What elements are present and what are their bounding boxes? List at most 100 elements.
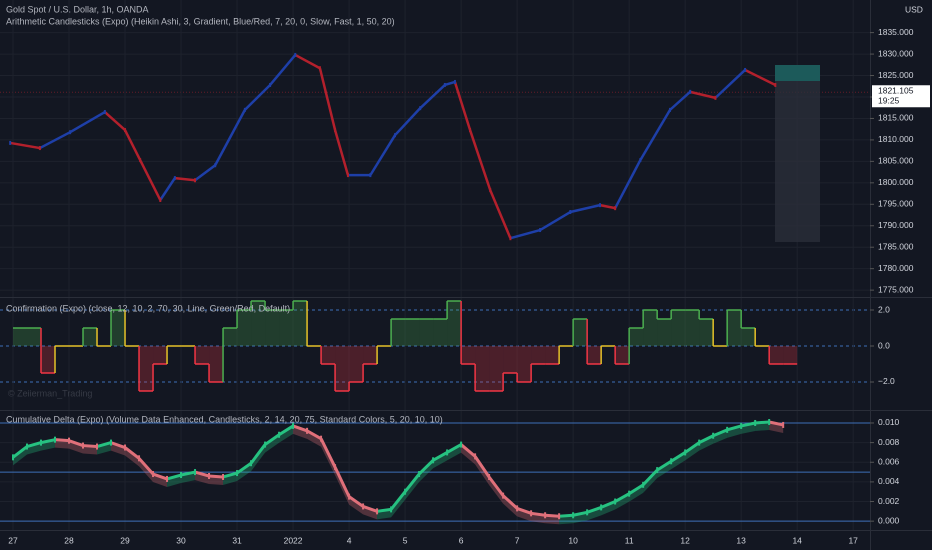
delta-band <box>265 434 280 453</box>
delta-candle <box>698 439 701 446</box>
delta-candle <box>264 441 267 448</box>
delta-band <box>629 484 644 502</box>
x-tick-label: 2022 <box>284 535 303 545</box>
delta-candle <box>124 444 127 451</box>
delta-segment <box>264 433 280 446</box>
delta-candle <box>740 422 743 429</box>
delta-segment <box>600 500 616 509</box>
delta-segment <box>110 441 126 449</box>
delta-band <box>713 429 728 444</box>
price-segment <box>444 80 456 87</box>
delta-segment <box>319 438 337 468</box>
delta-segment <box>208 474 224 479</box>
price-segment <box>570 203 601 214</box>
candle <box>9 140 12 145</box>
delta-candle <box>404 488 407 495</box>
delta-candle <box>306 427 309 434</box>
delta-segment <box>68 439 84 447</box>
candle <box>346 173 349 178</box>
delta-segment <box>348 495 364 508</box>
y-tick-label: 0.004 <box>878 476 900 486</box>
price-segment <box>669 90 692 111</box>
price-segment <box>104 111 126 131</box>
candle <box>569 210 572 215</box>
y-tick-label: 1810.000 <box>878 134 914 144</box>
delta-band <box>111 442 126 456</box>
delta-segment <box>572 510 588 517</box>
step-fill <box>643 310 658 346</box>
price-segment <box>139 159 162 201</box>
delta-candle <box>40 439 43 446</box>
delta-candle <box>418 471 421 478</box>
candle <box>599 203 602 208</box>
delta-segment <box>12 445 28 459</box>
candle <box>318 66 321 71</box>
delta-candle <box>362 503 365 510</box>
price-segment <box>214 109 246 166</box>
delta-candle <box>572 512 575 519</box>
candle <box>453 79 456 84</box>
step-fill <box>405 319 420 346</box>
step-fill <box>531 346 546 364</box>
delta-segment <box>236 462 252 475</box>
price-segment <box>714 69 746 99</box>
candle <box>38 146 41 151</box>
step-fill <box>251 301 266 346</box>
candle <box>614 206 617 211</box>
delta-band <box>699 435 714 451</box>
step-fill <box>391 319 406 346</box>
delta-candle <box>11 454 14 461</box>
delta-segment <box>473 455 491 478</box>
x-tick-label: 12 <box>680 535 690 545</box>
delta-segment <box>278 424 294 437</box>
delta-candle <box>530 510 533 517</box>
price-segment <box>744 68 776 87</box>
delta-band <box>461 444 476 465</box>
delta-segment <box>460 443 477 458</box>
delta-band <box>307 430 322 447</box>
delta-segment <box>194 470 210 478</box>
delta-candle <box>82 442 85 449</box>
step-fill <box>657 319 672 346</box>
delta-segment <box>446 443 462 454</box>
candle <box>173 176 176 181</box>
candle <box>159 198 162 203</box>
delta-band <box>125 447 140 467</box>
x-tick-label: 31 <box>232 535 242 545</box>
step-fill <box>727 310 742 346</box>
step-fill <box>335 346 350 391</box>
delta-candle <box>334 464 337 471</box>
delta-candle <box>432 457 435 464</box>
delta-band <box>447 444 462 461</box>
delta-segment <box>768 420 784 427</box>
step-fill <box>363 346 378 364</box>
step-fill <box>461 346 476 364</box>
step-fill <box>265 310 280 346</box>
step-fill <box>293 301 308 346</box>
delta-segment <box>389 490 407 511</box>
delta-segment <box>292 424 308 433</box>
y-tick-label: 1805.000 <box>878 156 914 166</box>
delta-candle <box>166 475 169 482</box>
delta-candle <box>96 443 99 450</box>
candle <box>124 128 127 133</box>
delta-segment <box>166 473 182 481</box>
delta-band <box>657 461 672 479</box>
delta-segment <box>362 505 378 513</box>
price-segment <box>614 159 642 209</box>
candle <box>689 89 692 94</box>
delta-candle <box>670 458 673 465</box>
delta-segment <box>54 438 70 443</box>
step-fill <box>489 346 504 391</box>
y-tick-label: 1780.000 <box>878 263 914 273</box>
x-tick-label: 14 <box>792 535 802 545</box>
price-segment <box>394 107 422 137</box>
step-fill <box>419 319 434 346</box>
step-fill <box>153 346 168 364</box>
delta-band <box>685 442 700 461</box>
step-fill <box>517 346 532 382</box>
step-fill <box>209 346 224 382</box>
delta-candle <box>782 421 785 428</box>
y-tick-label: 1830.000 <box>878 48 914 58</box>
